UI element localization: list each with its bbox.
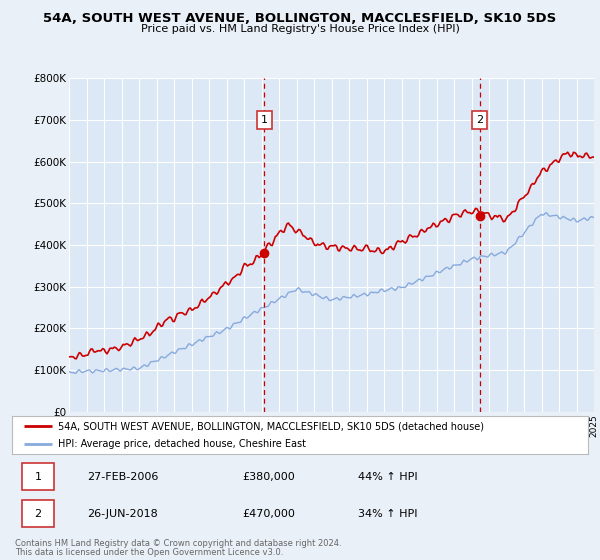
- Text: 27-FEB-2006: 27-FEB-2006: [87, 472, 158, 482]
- Text: 54A, SOUTH WEST AVENUE, BOLLINGTON, MACCLESFIELD, SK10 5DS (detached house): 54A, SOUTH WEST AVENUE, BOLLINGTON, MACC…: [58, 421, 484, 431]
- Text: 34% ↑ HPI: 34% ↑ HPI: [358, 508, 417, 519]
- Text: 44% ↑ HPI: 44% ↑ HPI: [358, 472, 417, 482]
- Text: 1: 1: [34, 472, 41, 482]
- Text: £470,000: £470,000: [242, 508, 295, 519]
- FancyBboxPatch shape: [22, 500, 54, 527]
- Text: HPI: Average price, detached house, Cheshire East: HPI: Average price, detached house, Ches…: [58, 439, 306, 449]
- Text: 2: 2: [476, 115, 484, 125]
- Text: 26-JUN-2018: 26-JUN-2018: [87, 508, 158, 519]
- Text: 1: 1: [260, 115, 268, 125]
- Text: Price paid vs. HM Land Registry's House Price Index (HPI): Price paid vs. HM Land Registry's House …: [140, 24, 460, 34]
- Text: £380,000: £380,000: [242, 472, 295, 482]
- Text: 2: 2: [34, 508, 41, 519]
- FancyBboxPatch shape: [22, 463, 54, 490]
- Text: Contains HM Land Registry data © Crown copyright and database right 2024.: Contains HM Land Registry data © Crown c…: [15, 539, 341, 548]
- Text: This data is licensed under the Open Government Licence v3.0.: This data is licensed under the Open Gov…: [15, 548, 283, 557]
- Text: 54A, SOUTH WEST AVENUE, BOLLINGTON, MACCLESFIELD, SK10 5DS: 54A, SOUTH WEST AVENUE, BOLLINGTON, MACC…: [43, 12, 557, 25]
